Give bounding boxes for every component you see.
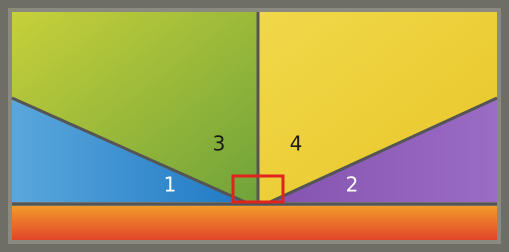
bottom-strip: [12, 206, 497, 240]
region-label: 3: [213, 132, 226, 156]
region-label: 2: [346, 173, 359, 197]
region-label: 4: [290, 132, 303, 156]
diagram: 1 2 3 4: [0, 0, 509, 252]
region-label: 1: [164, 173, 177, 197]
